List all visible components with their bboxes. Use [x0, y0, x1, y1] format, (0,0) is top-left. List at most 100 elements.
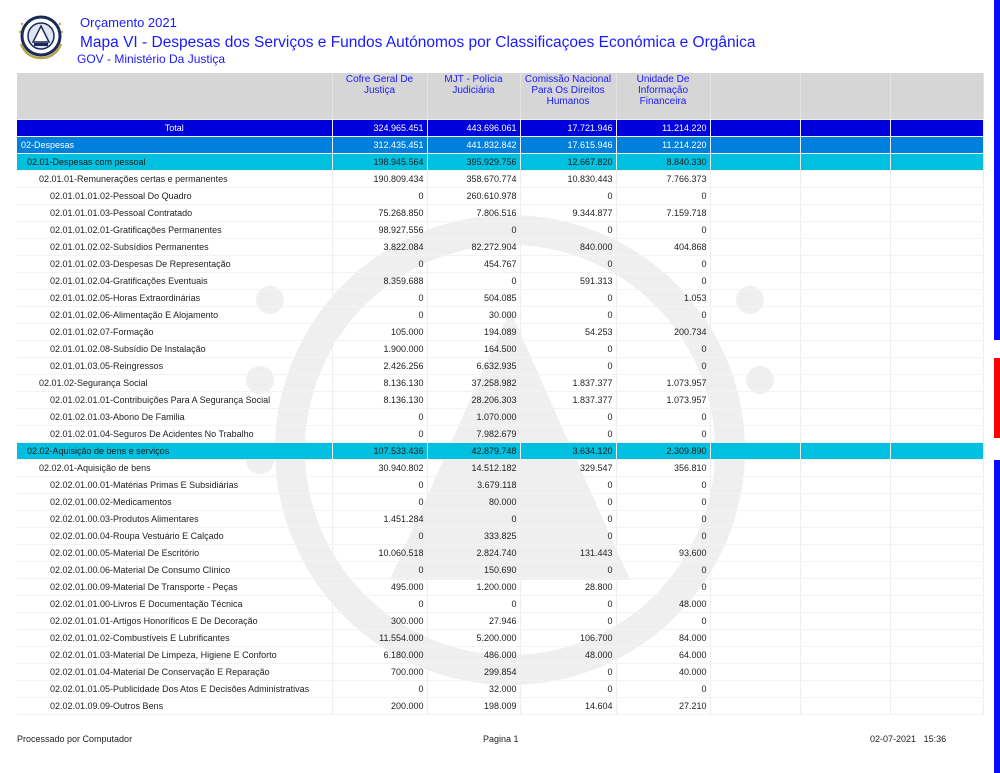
table-header-row: Cofre Geral De Justiça MJT - Polícia Jud… — [17, 73, 984, 120]
row-label: 02.01.02.01.03-Abono De Familia — [17, 408, 333, 426]
row-value: 1.073.957 — [616, 374, 711, 392]
table-row: 02.01.01.02.04-Gratificações Eventuais 8.… — [17, 272, 984, 290]
row-value: 17.721.946 — [520, 119, 617, 137]
column-header: Cofre Geral De Justiça — [332, 73, 428, 120]
table-row: 02.01.01.02.07-Formação 105.000 194.089 54.… — [17, 323, 984, 341]
table-row: 02.01.01-Remunerações certas e permanent… — [17, 170, 984, 188]
row-value: 1.073.957 — [616, 391, 711, 409]
footer-date-value: 02-07-2021 — [870, 734, 917, 744]
row-value — [800, 595, 891, 613]
table-row: 02.02.01.01.01-Artigos Honoríficos E De … — [17, 612, 984, 630]
table-row: 02.02.01.00.09-Material De Transporte - … — [17, 578, 984, 596]
row-value — [890, 136, 984, 154]
row-value — [710, 340, 801, 358]
table-row: 02.02.01.00.02-Medicamentos 0 80.000 0 0 — [17, 493, 984, 511]
row-value — [710, 612, 801, 630]
row-value: 11.214.220 — [616, 136, 711, 154]
row-value: 107.533.436 — [332, 442, 428, 460]
row-value — [800, 493, 891, 511]
row-value — [710, 170, 801, 188]
row-value — [800, 153, 891, 171]
footer-page-number: Pagina 1 — [483, 734, 519, 744]
row-value — [890, 238, 984, 256]
row-value — [710, 306, 801, 324]
total-row: Total 324.965.451 443.696.061 17.721.946 11.… — [17, 119, 984, 137]
row-value — [710, 289, 801, 307]
row-value: 0 — [332, 680, 428, 698]
row-value: 0 — [616, 612, 711, 630]
row-value: 30.000 — [427, 306, 521, 324]
row-label: 02.02.01.00.06-Material De Consumo Clíni… — [17, 561, 333, 579]
row-value: 0 — [520, 255, 617, 273]
row-value — [710, 204, 801, 222]
column-header: Unidade De Informação Financeira — [616, 73, 711, 120]
table-row: 02.02.01.00.05-Material De Escritório 10.… — [17, 544, 984, 562]
row-value — [890, 595, 984, 613]
row-label: 02.02.01.01.05-Publicidade Dos Atos E De… — [17, 680, 333, 698]
row-value: 1.053 — [616, 289, 711, 307]
row-value — [800, 697, 891, 715]
row-label: 02.02.01.00.03-Produtos Alimentares — [17, 510, 333, 528]
table-row: 02.02.01.01.05-Publicidade Dos Atos E De… — [17, 680, 984, 698]
row-label: 02-Despesas — [17, 136, 333, 154]
row-value: 0 — [616, 272, 711, 290]
row-value: 48.000 — [616, 595, 711, 613]
row-value — [800, 357, 891, 375]
row-value: 11.554.000 — [332, 629, 428, 647]
row-value: 198.009 — [427, 697, 521, 715]
row-value — [710, 153, 801, 171]
row-value: 0 — [520, 561, 617, 579]
table-row: 02.02.01.00.03-Produtos Alimentares 1.451… — [17, 510, 984, 528]
row-value: 0 — [616, 680, 711, 698]
row-value — [890, 221, 984, 239]
row-value: 299.854 — [427, 663, 521, 681]
row-value: 2.426.256 — [332, 357, 428, 375]
row-value — [710, 255, 801, 273]
table-row: 02.02.01.00.01-Matérias Primas E Subsidi… — [17, 476, 984, 494]
row-value: 0 — [332, 476, 428, 494]
row-value — [800, 391, 891, 409]
expenses-table: Cofre Geral De Justiça MJT - Polícia Jud… — [17, 73, 984, 715]
row-value: 27.210 — [616, 697, 711, 715]
row-value: 0 — [520, 408, 617, 426]
row-value: 441.832.842 — [427, 136, 521, 154]
table-row: 02.01.01.02.02-Subsídios Permanentes 3.82… — [17, 238, 984, 256]
report-title: Mapa VI - Despesas dos Serviços e Fundos… — [80, 34, 756, 51]
row-value: 0 — [520, 306, 617, 324]
row-value: 0 — [616, 306, 711, 324]
row-value — [890, 697, 984, 715]
row-value — [890, 510, 984, 528]
row-value — [890, 204, 984, 222]
row-value: 0 — [616, 476, 711, 494]
table-row: 02.02.01.09.09-Outros Bens 200.000 198.009… — [17, 697, 984, 715]
row-value: 37.258.982 — [427, 374, 521, 392]
row-value — [890, 340, 984, 358]
row-value: 8.840.330 — [616, 153, 711, 171]
row-value — [710, 323, 801, 341]
row-value: 324.965.451 — [332, 119, 428, 137]
row-value — [890, 374, 984, 392]
row-value — [710, 119, 801, 137]
row-value — [800, 629, 891, 647]
row-value — [800, 561, 891, 579]
row-value: 0 — [520, 221, 617, 239]
row-value — [800, 204, 891, 222]
row-label: 02.02.01.01.00-Livros E Documentação Téc… — [17, 595, 333, 613]
column-header: Comissão Nacional Para Os Direitos Human… — [520, 73, 617, 120]
row-value: 0 — [332, 561, 428, 579]
row-value: 10.830.443 — [520, 170, 617, 188]
row-value — [890, 425, 984, 443]
row-value: 0 — [427, 510, 521, 528]
row-value: 164.500 — [427, 340, 521, 358]
row-value: 0 — [616, 493, 711, 511]
row-value: 8.359.688 — [332, 272, 428, 290]
row-value: 358.670.774 — [427, 170, 521, 188]
row-value: 0 — [332, 425, 428, 443]
row-label: 02.02.01.00.05-Material De Escritório — [17, 544, 333, 562]
row-value — [890, 289, 984, 307]
row-value: 190.809.434 — [332, 170, 428, 188]
row-value — [710, 680, 801, 698]
row-label: 02.01.01.02.07-Formação — [17, 323, 333, 341]
row-value: 6.180.000 — [332, 646, 428, 664]
row-label: 02.01.01.03.05-Reingressos — [17, 357, 333, 375]
